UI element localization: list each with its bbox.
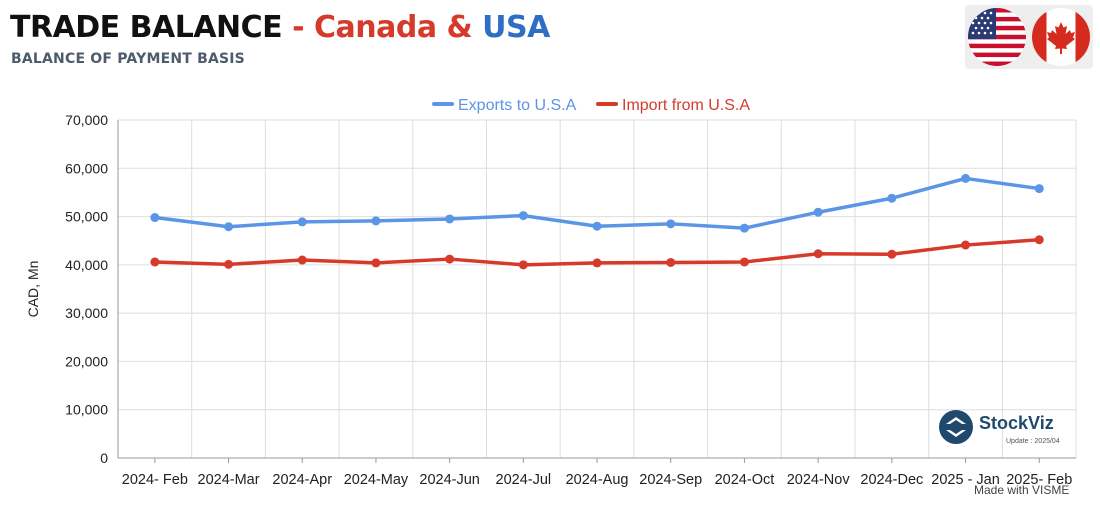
chart-subtitle: BALANCE OF PAYMENT BASIS bbox=[11, 51, 245, 67]
data-point[interactable] bbox=[297, 255, 307, 265]
x-tick-label: 2024-Nov bbox=[787, 472, 851, 488]
legend-label: Import from U.S.A bbox=[622, 97, 750, 114]
y-axis-label: CAD, Mn bbox=[25, 261, 41, 318]
x-tick-label: 2025 - Jan bbox=[931, 472, 1000, 488]
data-point[interactable] bbox=[1034, 235, 1044, 245]
x-tick-label: 2024-Apr bbox=[272, 472, 332, 488]
y-tick-label: 30,000 bbox=[65, 305, 108, 321]
chart-title: TRADE BALANCE - Canada & USA bbox=[10, 8, 550, 48]
data-point[interactable] bbox=[739, 257, 749, 267]
x-tick-label: 2024-Dec bbox=[860, 472, 923, 488]
x-tick-label: 2024- Feb bbox=[122, 472, 188, 488]
stockviz-logo-icon bbox=[939, 410, 973, 444]
usa-flag-icon bbox=[968, 8, 1026, 66]
y-tick-label: 0 bbox=[100, 450, 108, 466]
data-point[interactable] bbox=[297, 217, 307, 227]
data-point[interactable] bbox=[887, 193, 897, 203]
x-tick-label: 2024-Sep bbox=[639, 472, 702, 488]
data-point[interactable] bbox=[1034, 184, 1044, 194]
x-tick-label: 2024-Mar bbox=[198, 472, 260, 488]
grid bbox=[117, 119, 1077, 458]
canada-flag-icon bbox=[1032, 8, 1090, 66]
data-point[interactable] bbox=[224, 222, 234, 232]
data-point[interactable] bbox=[150, 213, 160, 223]
x-tick-label: 2024-May bbox=[344, 472, 409, 488]
x-tick-label: 2024-Oct bbox=[715, 472, 775, 488]
stockviz-logo: StockViz Update : 2025/04 bbox=[938, 409, 1078, 449]
data-point[interactable] bbox=[371, 258, 381, 268]
y-tick-label: 20,000 bbox=[65, 353, 108, 369]
y-tick-label: 60,000 bbox=[65, 160, 108, 176]
x-tick-label: 2025- Feb bbox=[1006, 472, 1072, 488]
stockviz-logo-text: StockViz bbox=[979, 413, 1054, 433]
data-point[interactable] bbox=[518, 211, 528, 221]
title-ampersand: & bbox=[436, 10, 483, 45]
data-point[interactable] bbox=[961, 240, 971, 250]
data-point[interactable] bbox=[739, 223, 749, 233]
flags-badge bbox=[965, 5, 1093, 69]
data-point[interactable] bbox=[813, 249, 823, 259]
data-point[interactable] bbox=[666, 257, 676, 267]
title-main: TRADE BALANCE bbox=[10, 10, 283, 45]
y-tick-label: 70,000 bbox=[65, 112, 108, 128]
x-tick-label: 2024-Aug bbox=[566, 472, 629, 488]
data-point[interactable] bbox=[224, 259, 234, 269]
y-tick-label: 50,000 bbox=[65, 209, 108, 225]
title-country-usa: USA bbox=[482, 10, 550, 45]
update-date: Update : 2025/04 bbox=[1006, 438, 1060, 445]
data-point[interactable] bbox=[592, 221, 602, 231]
y-tick-label: 40,000 bbox=[65, 257, 108, 273]
visme-watermark-link[interactable]: Made with VISME bbox=[974, 483, 1070, 497]
data-point[interactable] bbox=[813, 207, 823, 217]
data-point[interactable] bbox=[150, 257, 160, 267]
x-tick-label: 2024-Jul bbox=[496, 472, 552, 488]
legend-label: Exports to U.S.A bbox=[458, 97, 577, 114]
y-tick-label: 10,000 bbox=[65, 402, 108, 418]
data-point[interactable] bbox=[371, 216, 381, 226]
data-point[interactable] bbox=[961, 173, 971, 183]
data-point[interactable] bbox=[592, 258, 602, 268]
series bbox=[150, 173, 1044, 270]
data-point[interactable] bbox=[666, 219, 676, 229]
data-point[interactable] bbox=[518, 260, 528, 270]
data-point[interactable] bbox=[887, 249, 897, 259]
x-tick-label: 2024-Jun bbox=[419, 472, 479, 488]
legend: Exports to U.S.A Import from U.S.A bbox=[432, 97, 750, 114]
data-point[interactable] bbox=[445, 214, 455, 224]
title-country-canada: Canada bbox=[314, 10, 437, 45]
axes: 0 10,000 20,000 30,000 40,000 50,000 60,000 70,… bbox=[25, 112, 1076, 488]
data-point[interactable] bbox=[445, 254, 455, 264]
series-line bbox=[154, 176, 1040, 230]
title-dash: - bbox=[282, 10, 315, 45]
